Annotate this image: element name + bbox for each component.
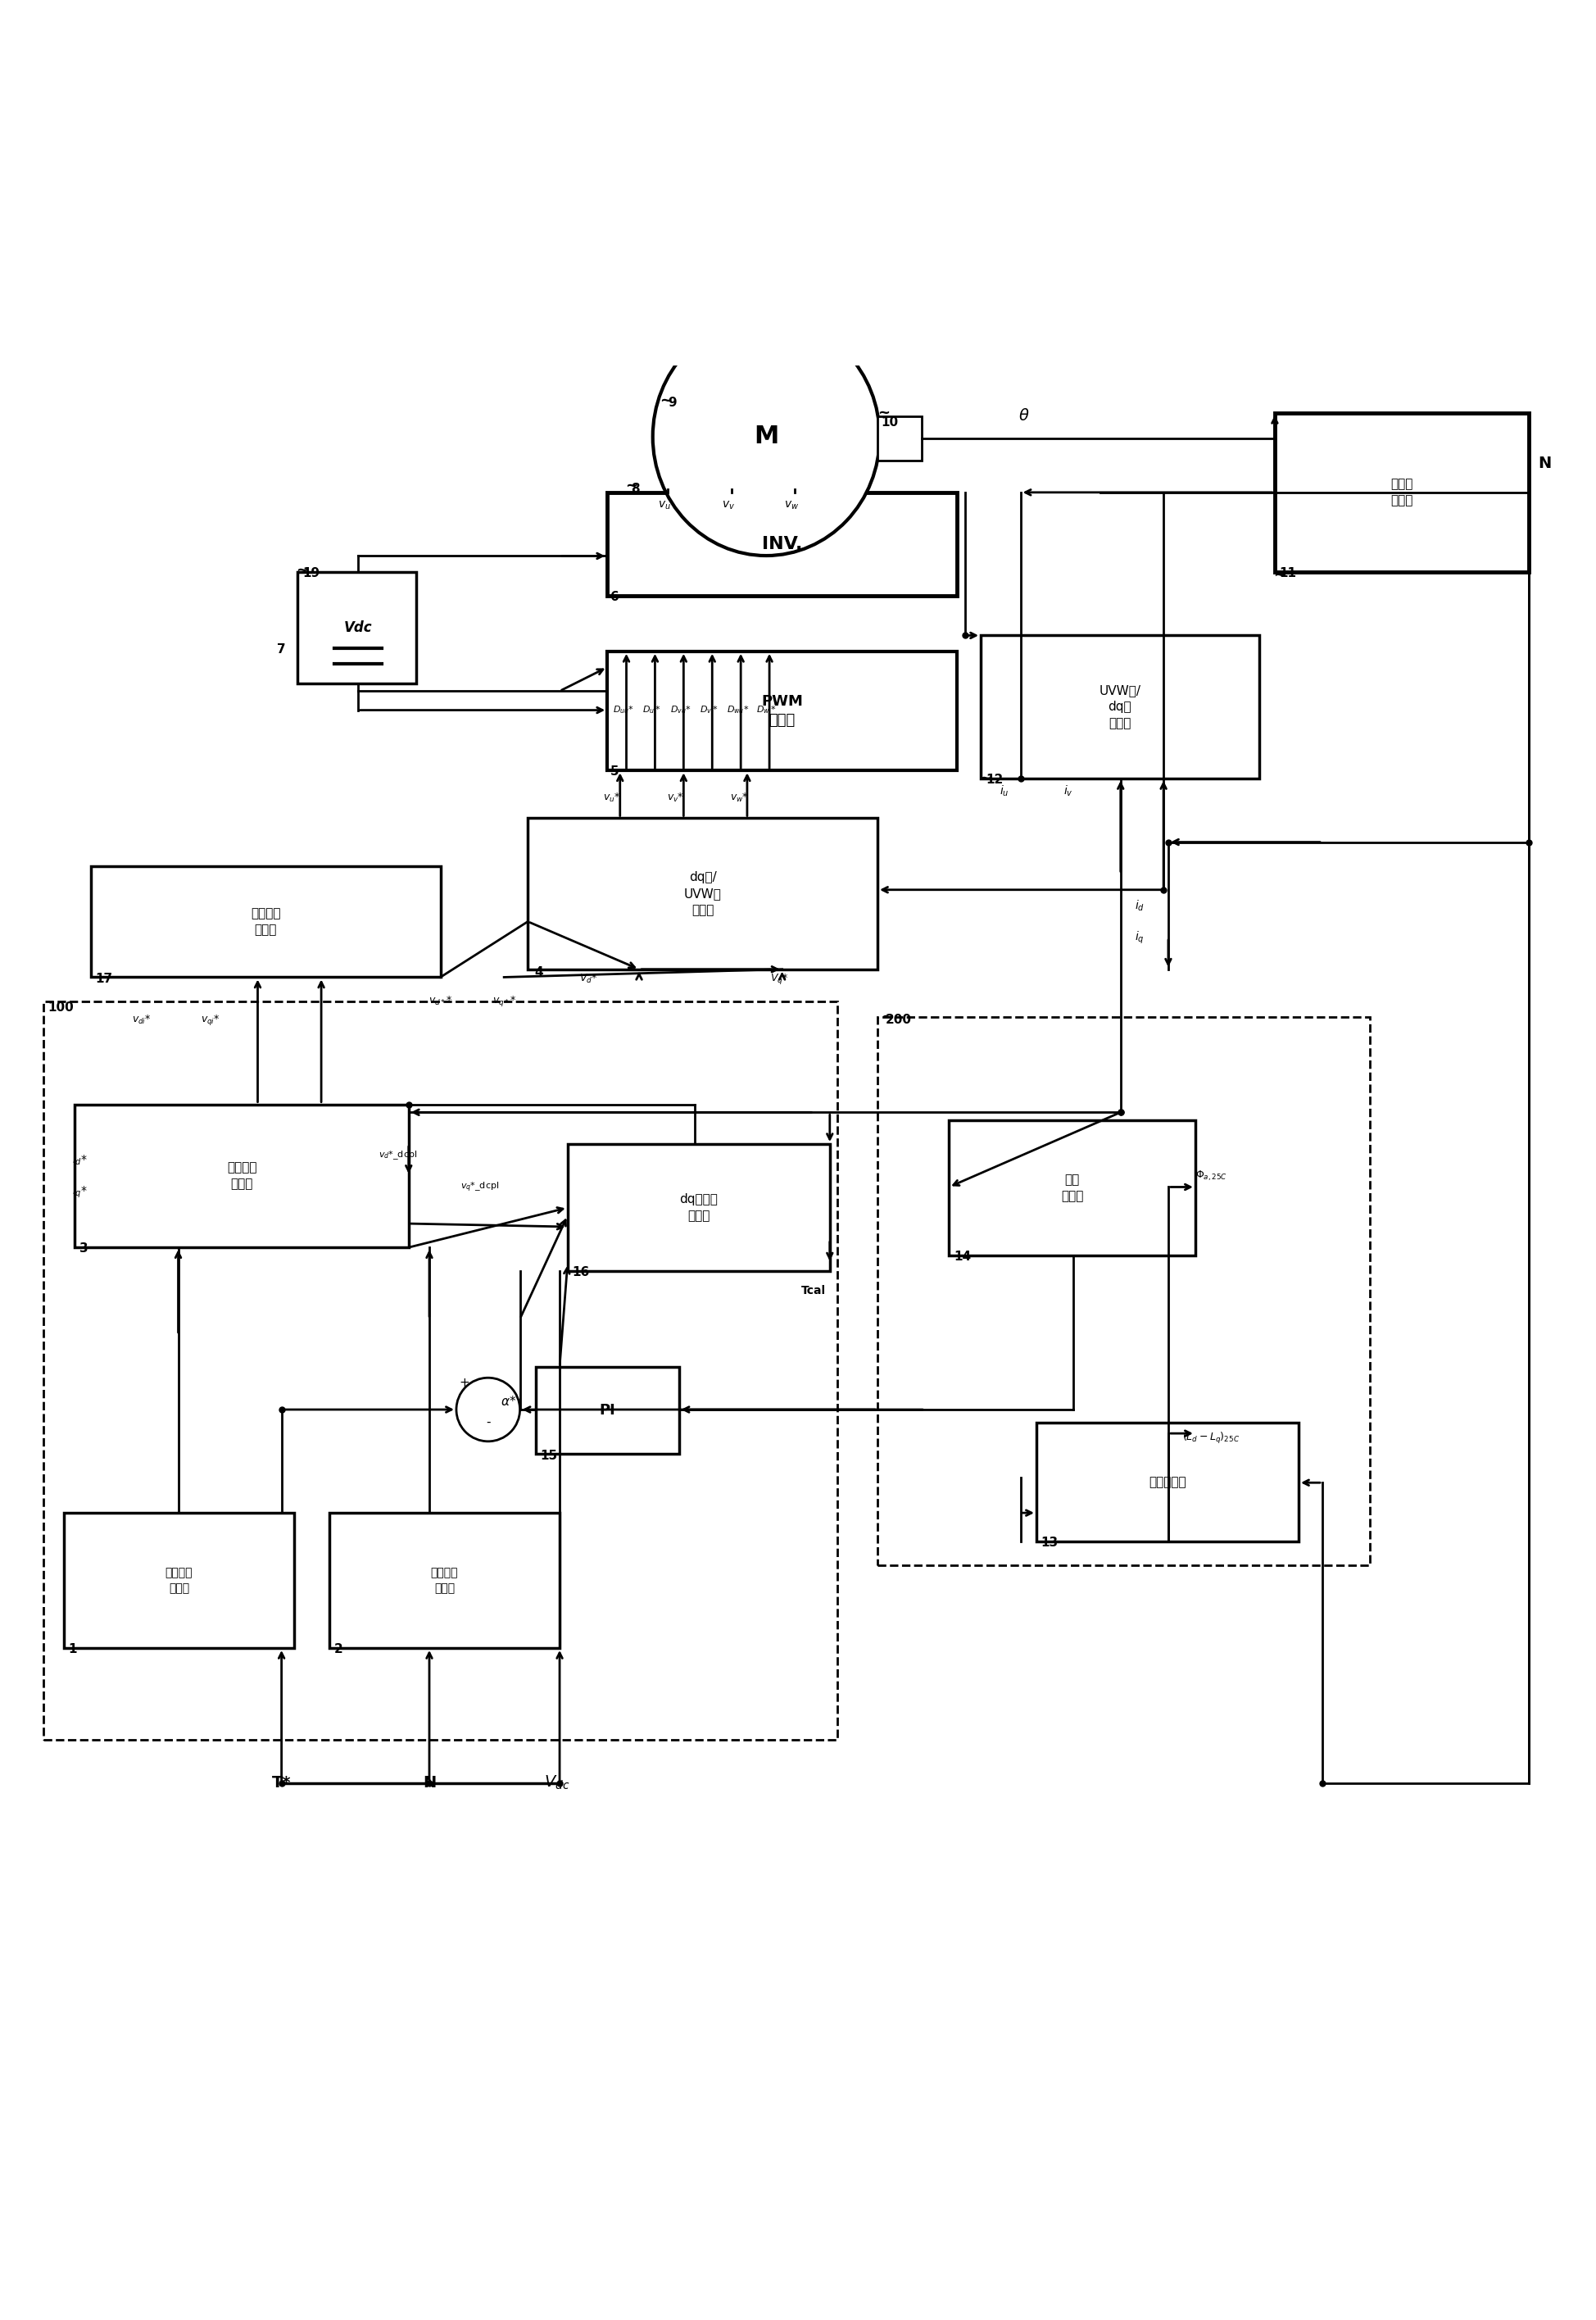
Text: 17: 17 — [96, 972, 113, 984]
Bar — [568, 1144, 830, 1271]
Text: +: + — [460, 1376, 469, 1390]
Text: 11: 11 — [1280, 566, 1296, 580]
Text: 7: 7 — [276, 643, 286, 657]
Text: 控制模式
切换器: 控制模式 切换器 — [251, 907, 281, 935]
Text: $i_d$: $i_d$ — [1135, 898, 1144, 912]
Text: 12: 12 — [985, 775, 1002, 786]
Text: $V_d$*: $V_d$* — [579, 972, 597, 986]
Text: Tcal: Tcal — [801, 1285, 827, 1297]
Text: $v_v$*: $v_v$* — [667, 791, 685, 803]
Text: -: - — [485, 1415, 490, 1429]
Text: 干扰电压
生成部: 干扰电压 生成部 — [431, 1568, 458, 1594]
Bar — [91, 865, 440, 977]
Text: $i_q$*: $i_q$* — [72, 1183, 88, 1199]
Text: $\alpha$*: $\alpha$* — [501, 1394, 517, 1408]
Text: 6: 6 — [611, 592, 619, 603]
Text: ~: ~ — [881, 1009, 894, 1025]
Bar — [329, 1513, 560, 1647]
Text: $D_{uu}$*: $D_{uu}$* — [613, 705, 634, 717]
Bar — [64, 1513, 294, 1647]
Text: dq轴电压
生成部: dq轴电压 生成部 — [680, 1192, 718, 1223]
Text: $v_q$*_dcpl: $v_q$*_dcpl — [461, 1181, 500, 1195]
Text: INV.: INV. — [761, 536, 803, 552]
Text: ~: ~ — [878, 406, 891, 420]
Text: ~: ~ — [626, 478, 637, 494]
Text: 10: 10 — [881, 415, 899, 429]
Text: 3: 3 — [80, 1244, 88, 1255]
Text: $v_u$: $v_u$ — [658, 499, 670, 510]
Bar — [608, 492, 958, 596]
Text: 19: 19 — [302, 566, 319, 580]
Text: 旋转数
运算器: 旋转数 运算器 — [1390, 478, 1412, 506]
Bar — [528, 819, 878, 970]
Text: $v_w$: $v_w$ — [784, 499, 800, 510]
Text: 电感生成部: 电感生成部 — [1149, 1476, 1186, 1487]
Bar — [297, 571, 417, 682]
Bar — [75, 1104, 409, 1248]
Text: ~: ~ — [1274, 568, 1286, 582]
Text: $v_d$*_dcpl: $v_d$*_dcpl — [378, 1148, 417, 1162]
Text: $v_{d*}$*: $v_{d*}$* — [429, 995, 452, 1007]
Text: $V_{dc}$: $V_{dc}$ — [544, 1775, 570, 1791]
Text: 15: 15 — [541, 1450, 559, 1462]
Text: N: N — [1539, 457, 1551, 471]
Text: $i_u$: $i_u$ — [999, 784, 1009, 798]
Text: $i_d$*: $i_d$* — [72, 1153, 88, 1167]
Text: $i_v$: $i_v$ — [1063, 784, 1073, 798]
Text: PI: PI — [598, 1404, 616, 1418]
Text: $i_q$: $i_q$ — [1135, 930, 1144, 944]
Text: T*: T* — [271, 1775, 290, 1791]
Bar — [878, 415, 922, 462]
Text: 转矩
运算器: 转矩 运算器 — [1061, 1174, 1084, 1202]
Text: dq轴/
UVW相
变换器: dq轴/ UVW相 变换器 — [683, 872, 721, 916]
Bar — [878, 1016, 1369, 1566]
Text: 8: 8 — [630, 483, 640, 494]
Text: $v_{di}$*: $v_{di}$* — [132, 1014, 152, 1025]
Ellipse shape — [653, 318, 879, 557]
Text: $\Phi_{a,25C}$: $\Phi_{a,25C}$ — [1195, 1169, 1227, 1183]
Text: 9: 9 — [667, 397, 677, 408]
Text: $v_{q*}$*: $v_{q*}$* — [492, 993, 516, 1007]
Circle shape — [456, 1378, 520, 1441]
Text: $D_{wl}$*: $D_{wl}$* — [757, 705, 776, 717]
Text: ~: ~ — [661, 392, 672, 408]
Text: Vdc: Vdc — [343, 619, 372, 636]
Text: 电流矢量
控制器: 电流矢量 控制器 — [227, 1162, 257, 1190]
Bar — [1036, 1422, 1299, 1540]
Text: 200: 200 — [886, 1014, 911, 1025]
Text: $D_{vl}$*: $D_{vl}$* — [699, 705, 718, 717]
Text: 4: 4 — [535, 965, 543, 979]
Text: $v_w$*: $v_w$* — [729, 791, 749, 803]
Text: $v_{qi}$*: $v_{qi}$* — [201, 1014, 220, 1028]
Text: M: M — [753, 425, 779, 448]
Bar — [536, 1366, 678, 1455]
Text: $\theta$: $\theta$ — [1018, 408, 1029, 425]
Text: $V_q$*: $V_q$* — [769, 972, 788, 986]
Text: ~: ~ — [295, 564, 308, 578]
Text: 14: 14 — [954, 1250, 970, 1262]
Text: 100: 100 — [48, 1000, 73, 1014]
Bar — [982, 636, 1259, 780]
Text: 电流指令
生成部: 电流指令 生成部 — [166, 1568, 193, 1594]
Text: 5: 5 — [611, 766, 619, 777]
Text: 13: 13 — [1041, 1536, 1058, 1550]
Bar — [1275, 413, 1529, 571]
Text: UVW相/
dq轴
变换器: UVW相/ dq轴 变换器 — [1100, 684, 1141, 728]
Bar — [43, 1000, 838, 1740]
Text: $D_{vu}$*: $D_{vu}$* — [670, 705, 691, 717]
Text: $D_{wu}$*: $D_{wu}$* — [726, 705, 749, 717]
Text: PWM
变换器: PWM 变换器 — [761, 694, 803, 728]
Text: ~: ~ — [980, 770, 991, 786]
Bar — [608, 652, 958, 770]
Text: $v_u$*: $v_u$* — [603, 791, 621, 803]
Text: 2: 2 — [334, 1643, 343, 1656]
Text: $v_v$: $v_v$ — [721, 499, 734, 510]
Text: $D_{ul}$*: $D_{ul}$* — [642, 705, 661, 717]
Text: $(L_d-L_q)_{25C}$: $(L_d-L_q)_{25C}$ — [1183, 1431, 1240, 1445]
Text: 1: 1 — [69, 1643, 77, 1656]
Text: N: N — [423, 1775, 436, 1791]
Text: 16: 16 — [573, 1267, 591, 1278]
Bar — [950, 1121, 1195, 1255]
